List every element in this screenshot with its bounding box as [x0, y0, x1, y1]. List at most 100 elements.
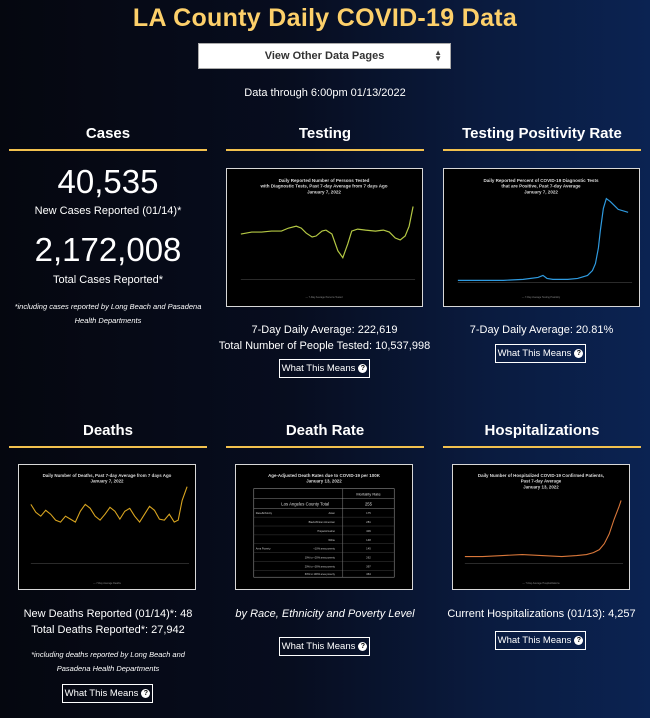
cases-note-line2: Health Departments: [74, 316, 142, 325]
data-pages-select[interactable]: View Other Data Pages ▲ ▼: [198, 43, 451, 69]
death-rate-col-header: Mortality Rate: [356, 492, 381, 497]
svg-text:White: White: [328, 538, 335, 542]
deaths-button-label: What This Means: [64, 688, 139, 699]
positivity-rule: [443, 149, 641, 151]
death-rate-heading: Death Rate: [285, 422, 365, 439]
svg-text:406: 406: [366, 529, 371, 533]
death-rate-button-label: What This Means: [281, 641, 356, 652]
hospitalizations-rule: [443, 446, 641, 448]
hosp-chart-title-1: Daily Number of Hospitalized COVID-19 Co…: [478, 473, 604, 478]
testing-chart-title-3: January 7, 2022: [307, 190, 341, 195]
current-hospitalizations: Current Hospitalizations (01/13): 4,257: [447, 608, 636, 620]
total-cases-label: Total Cases Reported*: [52, 274, 164, 286]
new-cases-label: New Cases Reported (01/14)*: [34, 205, 182, 217]
death-rate-what-this-means-button[interactable]: What This Means ?: [279, 637, 370, 656]
deaths-note-line1: *including deaths reported by Long Beach…: [31, 650, 185, 659]
deaths-new: New Deaths Reported (01/14)*: 48: [23, 608, 193, 620]
cases-heading: Cases: [85, 125, 131, 142]
positivity-panel: Testing Positivity Rate: [443, 123, 641, 151]
cases-panel: Cases: [9, 123, 207, 151]
svg-text:20% to <30% area poverty: 20% to <30% area poverty: [305, 564, 336, 568]
data-through-text: Data through 6:00pm 01/13/2022: [244, 87, 406, 99]
death-rate-panel: Death Rate: [226, 420, 424, 448]
testing-heading: Testing: [298, 125, 352, 142]
question-circle-icon: ?: [574, 349, 584, 358]
deaths-rule: [9, 446, 207, 448]
positivity-legend: — 7-Day Average Testing Positivity: [522, 296, 561, 299]
deaths-note-line2: Pasadena Health Departments: [56, 664, 160, 673]
cases-note-line1: *including cases reported by Long Beach …: [14, 302, 202, 311]
testing-chart-title-2: with Diagnostic Tests, Past 7-day Averag…: [259, 184, 387, 189]
hospitalizations-line: [464, 500, 622, 558]
positivity-chart-title-3: January 7, 2022: [524, 190, 558, 195]
hosp-chart-title-3: January 13, 2022: [523, 485, 559, 490]
svg-text:262: 262: [366, 555, 371, 559]
positivity-line: [457, 197, 629, 281]
svg-text:148: 148: [366, 538, 371, 542]
question-circle-icon: ?: [141, 689, 151, 698]
svg-text:30% to 100% area poverty: 30% to 100% area poverty: [305, 572, 336, 576]
svg-text:281: 281: [366, 520, 371, 524]
positivity-chart-title-1: Daily Reported Percent of COVID-19 Diagn…: [484, 178, 599, 183]
testing-average: 7-Day Daily Average: 222,619: [251, 324, 398, 336]
deaths-panel: Deaths: [9, 420, 207, 448]
deaths-total: Total Deaths Reported*: 27,942: [31, 624, 185, 636]
svg-text:<10% area poverty: <10% area poverty: [313, 547, 335, 551]
hospitalizations-heading: Hospitalizations: [484, 422, 600, 439]
hospitalizations-chart[interactable]: Daily Number of Hospitalized COVID-19 Co…: [452, 464, 630, 590]
svg-text:Race/Ethnicity: Race/Ethnicity: [256, 511, 273, 515]
deaths-legend: — 7-Day Average Deaths: [93, 582, 122, 585]
hosp-legend: — 7-Day Average Hospitalizations: [522, 582, 560, 585]
deaths-heading: Deaths: [82, 422, 134, 439]
death-rate-rows: Los Angeles County Total 255 Race/Ethnic…: [253, 501, 395, 576]
question-circle-icon: ?: [358, 364, 368, 373]
testing-chart[interactable]: Daily Reported Number of Persons Tested …: [226, 168, 423, 307]
deaths-line: [30, 486, 188, 524]
svg-text:Hispanic/Latino: Hispanic/Latino: [317, 529, 335, 533]
page-title: LA County Daily COVID-19 Data: [132, 4, 518, 32]
testing-what-this-means-button[interactable]: What This Means ?: [279, 359, 370, 378]
new-cases-count: 40,535: [57, 163, 159, 200]
hospitalizations-button-label: What This Means: [497, 635, 572, 646]
total-cases-count: 2,172,008: [34, 231, 182, 268]
svg-text:Los Angeles County Total: Los Angeles County Total: [281, 501, 329, 506]
deaths-chart-title-2: January 7, 2022: [90, 479, 124, 484]
positivity-button-label: What This Means: [497, 348, 572, 359]
positivity-chart-title-2: that are Positive, Past 7-day Average: [501, 184, 581, 189]
svg-text:Black/African American: Black/African American: [309, 520, 336, 524]
hosp-chart-title-2: Past 7-day Average: [521, 479, 562, 484]
testing-total: Total Number of People Tested: 10,537,99…: [218, 340, 431, 352]
death-rate-title-2: January 13, 2022: [306, 479, 342, 484]
select-value: View Other Data Pages: [264, 50, 385, 62]
svg-text:255: 255: [365, 501, 373, 506]
hospitalizations-what-this-means-button[interactable]: What This Means ?: [495, 631, 586, 650]
svg-text:175: 175: [366, 511, 371, 515]
deaths-what-this-means-button[interactable]: What This Means ?: [62, 684, 153, 703]
cases-note: *including cases reported by Long Beach …: [5, 300, 211, 328]
death-rate-title-1: Age-Adjusted Death Rates due to COVID-19…: [268, 473, 381, 478]
question-circle-icon: ?: [574, 636, 584, 645]
death-rate-rule: [226, 446, 424, 448]
question-circle-icon: ?: [358, 642, 368, 651]
testing-chart-title-1: Daily Reported Number of Persons Tested: [279, 178, 370, 183]
positivity-chart[interactable]: Daily Reported Percent of COVID-19 Diagn…: [443, 168, 640, 307]
svg-text:145: 145: [366, 547, 371, 551]
testing-button-label: What This Means: [281, 363, 356, 374]
updown-arrows-icon: ▲ ▼: [434, 48, 442, 63]
testing-panel: Testing: [226, 123, 424, 151]
svg-text:Area Poverty: Area Poverty: [256, 547, 271, 551]
hospitalizations-panel: Hospitalizations: [443, 420, 641, 448]
deaths-note: *including deaths reported by Long Beach…: [9, 648, 207, 676]
positivity-what-this-means-button[interactable]: What This Means ?: [495, 344, 586, 363]
deaths-chart-title-1: Daily Number of Deaths, Past 7-day Avera…: [43, 473, 172, 478]
svg-text:464: 464: [366, 572, 371, 576]
svg-text:Asian: Asian: [328, 511, 335, 515]
testing-line: [240, 206, 414, 259]
testing-legend: — 7-Day Average Persons Tested: [306, 296, 344, 299]
svg-text:10% to <20% area poverty: 10% to <20% area poverty: [305, 555, 336, 559]
cases-rule: [9, 149, 207, 151]
death-rate-caption: by Race, Ethnicity and Poverty Level: [235, 608, 415, 620]
testing-rule: [226, 149, 424, 151]
deaths-chart[interactable]: Daily Number of Deaths, Past 7-day Avera…: [18, 464, 196, 590]
death-rate-table-image[interactable]: Age-Adjusted Death Rates due to COVID-19…: [235, 464, 413, 590]
